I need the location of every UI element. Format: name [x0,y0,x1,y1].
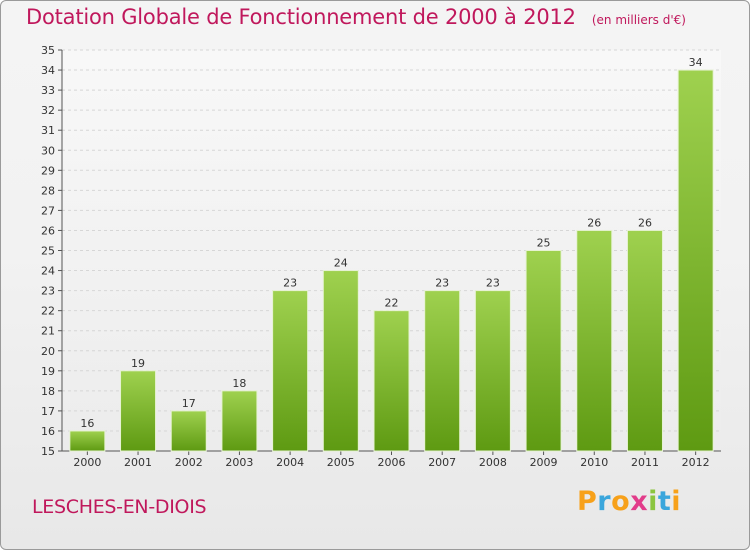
proxiti-logo[interactable]: Proxiti [577,486,681,517]
x-tick-label: 2002 [175,456,203,469]
x-tick-label: 2007 [428,456,456,469]
y-tick-label: 29 [41,164,55,177]
x-tick-label: 2001 [124,456,152,469]
value-label: 23 [435,277,449,290]
x-tick-label: 2012 [682,456,710,469]
y-tick-label: 18 [41,385,55,398]
x-tick-label: 2011 [631,456,659,469]
bar-layer [69,69,714,452]
y-tick-label: 19 [41,365,55,378]
y-tick-label: 17 [41,405,55,418]
logo-letter: P [577,486,598,517]
bar-2007[interactable] [424,290,461,452]
chart-title-row: Dotation Globale de Fonctionnement de 20… [26,5,686,35]
y-tick-label: 22 [41,305,55,318]
bar-2002[interactable] [170,410,207,452]
value-label: 23 [486,277,500,290]
value-label: 26 [638,216,652,229]
commune-name: LESCHES-EN-DIOIS [32,496,207,518]
bar-2009[interactable] [525,250,562,452]
logo-letter: t [657,486,672,517]
bar-2011[interactable] [626,229,663,452]
value-label: 18 [232,377,246,390]
bar-2008[interactable] [474,290,511,452]
label-layer: 2000 16 2001 19 2002 17 2003 18 2004 23 2005 24 2006… [73,56,709,469]
bar-2005[interactable] [322,270,359,452]
y-tick-label: 30 [41,144,55,157]
value-label: 25 [537,237,551,250]
value-label: 34 [689,56,703,69]
value-label: 24 [334,257,348,270]
chart-unit: (en milliers d'€) [591,13,686,27]
x-tick-label: 2004 [276,456,304,469]
bar-2001[interactable] [120,370,157,452]
x-tick-label: 2010 [580,456,608,469]
y-tick-label: 32 [41,104,55,117]
y-tick-label: 21 [41,325,55,338]
x-tick-label: 2005 [327,456,355,469]
y-tick-label: 31 [41,124,55,137]
bar-2012[interactable] [677,69,714,452]
bar-2010[interactable] [576,229,613,452]
value-label: 17 [182,397,196,410]
bar-2004[interactable] [272,290,309,452]
chart-title: Dotation Globale de Fonctionnement de 20… [26,5,576,29]
logo-letter: i [671,486,682,517]
y-tick-label: 16 [41,425,55,438]
logo-letter: r [597,486,612,517]
y-tick-label: 15 [41,445,55,458]
x-tick-label: 2006 [378,456,406,469]
y-tick-label: 28 [41,184,55,197]
logo-letter: i [648,486,658,517]
y-tick-label: 33 [41,84,55,97]
bar-2000[interactable] [69,430,106,452]
value-label: 19 [131,357,145,370]
y-tick-label: 35 [41,44,55,57]
x-tick-label: 2003 [225,456,253,469]
y-tick-label: 26 [41,224,55,237]
value-label: 26 [587,216,601,229]
y-tick-label: 27 [41,204,55,217]
value-label: 16 [80,417,94,430]
y-tick-label: 23 [41,285,55,298]
logo-letter: o [611,486,631,517]
value-label: 23 [283,277,297,290]
x-tick-label: 2000 [73,456,101,469]
x-tick-label: 2009 [530,456,558,469]
bar-2003[interactable] [221,390,258,452]
y-tick-label: 24 [41,265,55,278]
y-tick-label: 34 [41,64,55,77]
y-tick-label: 25 [41,245,55,258]
value-label: 22 [385,297,399,310]
bar-2006[interactable] [373,310,410,452]
x-tick-label: 2008 [479,456,507,469]
logo-letter: x [630,486,649,517]
y-tick-label: 20 [41,345,55,358]
